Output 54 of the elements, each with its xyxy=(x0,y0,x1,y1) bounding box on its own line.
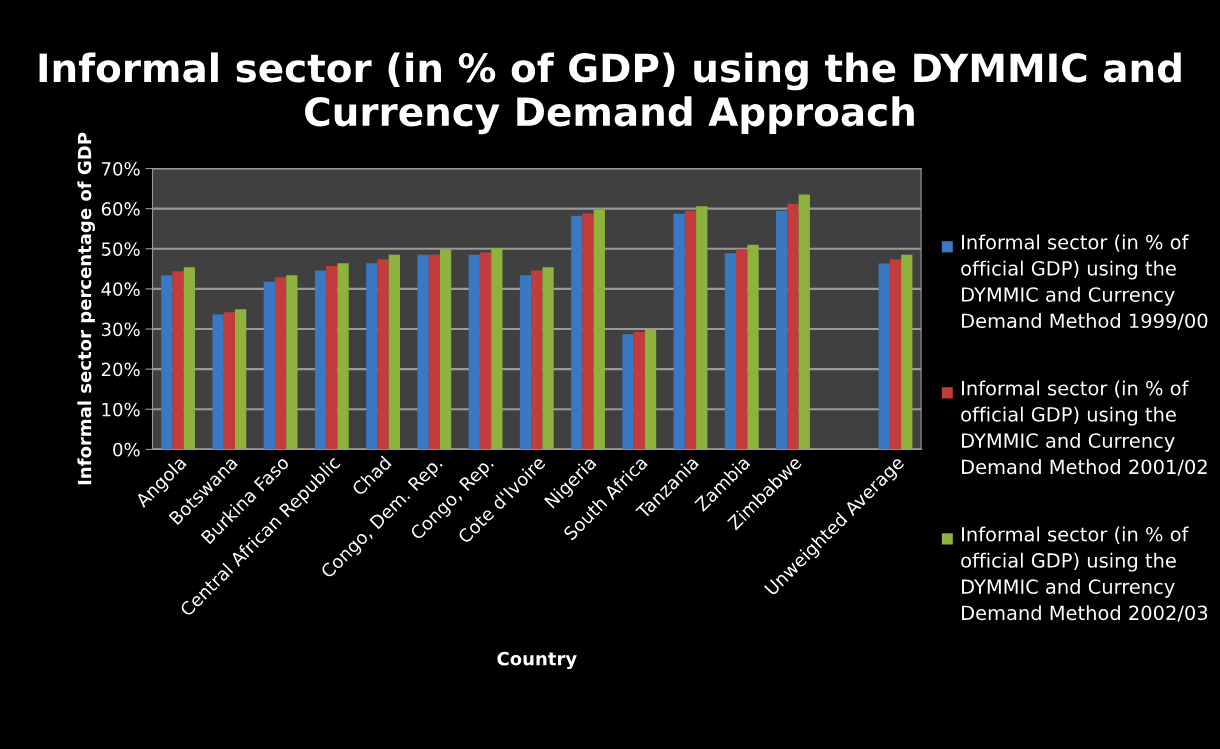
bar xyxy=(366,263,378,450)
bar xyxy=(223,312,235,450)
legend-label: Informal sector (in % of official GDP) using the DYMMIC and Currency Demand Method 2002/03 xyxy=(961,526,1208,622)
bar xyxy=(428,254,440,450)
bar xyxy=(901,254,913,450)
bar xyxy=(622,334,634,450)
bar xyxy=(542,267,554,450)
bar xyxy=(326,266,338,450)
bar xyxy=(212,314,224,450)
bar xyxy=(724,253,737,450)
legend-label: Informal sector (in % of official GDP) using the DYMMIC and Currency Demand Method 1999/00 xyxy=(961,234,1208,330)
bar xyxy=(314,270,327,450)
bar xyxy=(439,249,452,450)
bar xyxy=(889,259,902,450)
x-axis-title: Country xyxy=(497,651,577,670)
bar xyxy=(417,254,429,450)
bar xyxy=(582,213,594,450)
bar xyxy=(878,263,890,450)
bar xyxy=(491,247,503,450)
bar xyxy=(263,281,275,450)
y-tick-label: 40% xyxy=(101,282,140,297)
bar xyxy=(644,329,657,450)
bar xyxy=(286,275,298,450)
bar xyxy=(696,206,708,450)
bar xyxy=(274,277,287,450)
bar xyxy=(183,267,196,450)
bar xyxy=(388,254,400,450)
bar xyxy=(593,209,605,450)
y-tick-label: 60% xyxy=(101,202,140,216)
bar xyxy=(337,263,349,450)
y-tick-label: 70% xyxy=(102,161,140,176)
y-tick-label: 20% xyxy=(101,362,140,377)
bar xyxy=(479,252,492,450)
y-tick-label: 10% xyxy=(102,402,140,417)
y-tick-label: 30% xyxy=(101,322,140,337)
bar xyxy=(798,194,810,450)
bar xyxy=(531,270,543,450)
bar xyxy=(172,271,184,450)
y-tick-label: 50% xyxy=(101,242,140,256)
bar xyxy=(673,213,685,450)
bar xyxy=(468,254,480,450)
bar xyxy=(776,210,788,450)
bar xyxy=(571,215,583,450)
bar xyxy=(235,309,247,450)
bar xyxy=(736,249,748,450)
legend-label: Informal sector (in % of official GDP) using the DYMMIC and Currency Demand Method 2001/02 xyxy=(961,380,1207,476)
bar xyxy=(377,259,389,450)
bar xyxy=(747,244,759,450)
bar xyxy=(633,331,645,450)
bar xyxy=(519,275,532,450)
bar xyxy=(684,210,697,450)
y-tick-label: 0% xyxy=(113,442,140,457)
bar xyxy=(161,275,173,450)
bar xyxy=(787,203,799,450)
